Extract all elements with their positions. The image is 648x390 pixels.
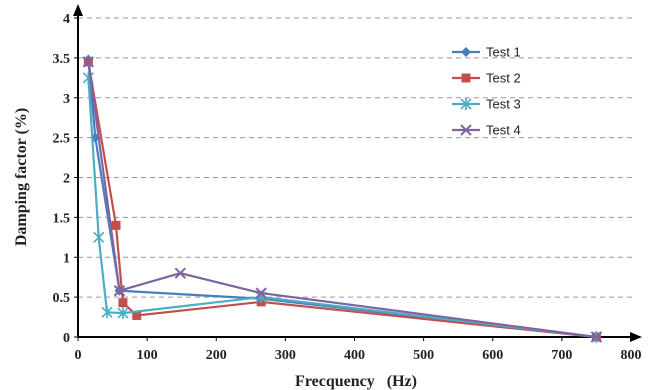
data-point xyxy=(93,231,105,244)
data-point xyxy=(460,124,472,136)
series-line xyxy=(87,61,597,339)
y-tick-label: 2 xyxy=(63,172,70,187)
x-axis-title: Frecquency (Hz) xyxy=(295,373,417,390)
data-point xyxy=(117,307,129,320)
data-point xyxy=(461,47,471,57)
series-test-3 xyxy=(82,71,603,343)
x-tick-label: 300 xyxy=(275,348,296,363)
x-tick-label: 800 xyxy=(621,348,642,363)
data-point xyxy=(118,298,128,308)
y-tick-label: 3 xyxy=(63,92,70,107)
data-point xyxy=(132,310,142,320)
series-test-4 xyxy=(82,56,603,343)
y-tick-label: 0 xyxy=(63,331,70,346)
y-axis-arrow xyxy=(73,4,83,16)
data-point xyxy=(590,331,603,343)
legend: Test 1 Test 2 Test 3 Test 4 xyxy=(452,45,521,138)
x-tick-label: 0 xyxy=(75,348,82,363)
series-line xyxy=(87,77,597,339)
y-tick-label: 3.5 xyxy=(53,52,71,67)
series-test-2 xyxy=(83,57,601,342)
grid-lines xyxy=(78,17,636,298)
data-point xyxy=(101,306,113,319)
legend-label: Test 1 xyxy=(486,45,521,60)
legend-item: Test 3 xyxy=(452,97,521,112)
data-point xyxy=(111,220,121,230)
y-tick-label: 2.5 xyxy=(53,132,71,147)
y-tick-label: 0.5 xyxy=(53,291,71,306)
x-tick-label: 400 xyxy=(344,348,365,363)
y-tick-label: 4 xyxy=(63,12,70,27)
x-tick-label: 600 xyxy=(482,348,503,363)
y-tick-label: 1 xyxy=(63,251,70,266)
data-point xyxy=(461,73,471,83)
data-point xyxy=(113,285,126,297)
x-tick-label: 200 xyxy=(206,348,227,363)
series-layer xyxy=(82,54,603,343)
x-tick-label: 700 xyxy=(551,348,572,363)
legend-item: Test 1 xyxy=(452,45,521,60)
axis-labels: Frecquency (Hz) Damping factor (%) xyxy=(13,108,417,390)
x-tick-label: 500 xyxy=(413,348,434,363)
legend-label: Test 2 xyxy=(486,71,521,86)
legend-label: Test 3 xyxy=(486,97,521,112)
legend-item: Test 4 xyxy=(452,123,521,138)
axes: 0 0.5 1 1.5 2 2.5 3 3.5 4 0 100 200 300 400 500 600 700 8… xyxy=(53,4,642,363)
legend-label: Test 4 xyxy=(486,123,521,138)
data-point xyxy=(174,267,187,279)
x-tick-label: 100 xyxy=(137,348,158,363)
data-point xyxy=(255,287,267,299)
legend-item: Test 2 xyxy=(452,71,521,86)
data-point xyxy=(82,56,95,68)
x-axis-arrow xyxy=(630,332,642,342)
data-point xyxy=(460,98,472,110)
y-tick-label: 1.5 xyxy=(53,211,71,226)
y-axis-title: Damping factor (%) xyxy=(13,108,30,246)
